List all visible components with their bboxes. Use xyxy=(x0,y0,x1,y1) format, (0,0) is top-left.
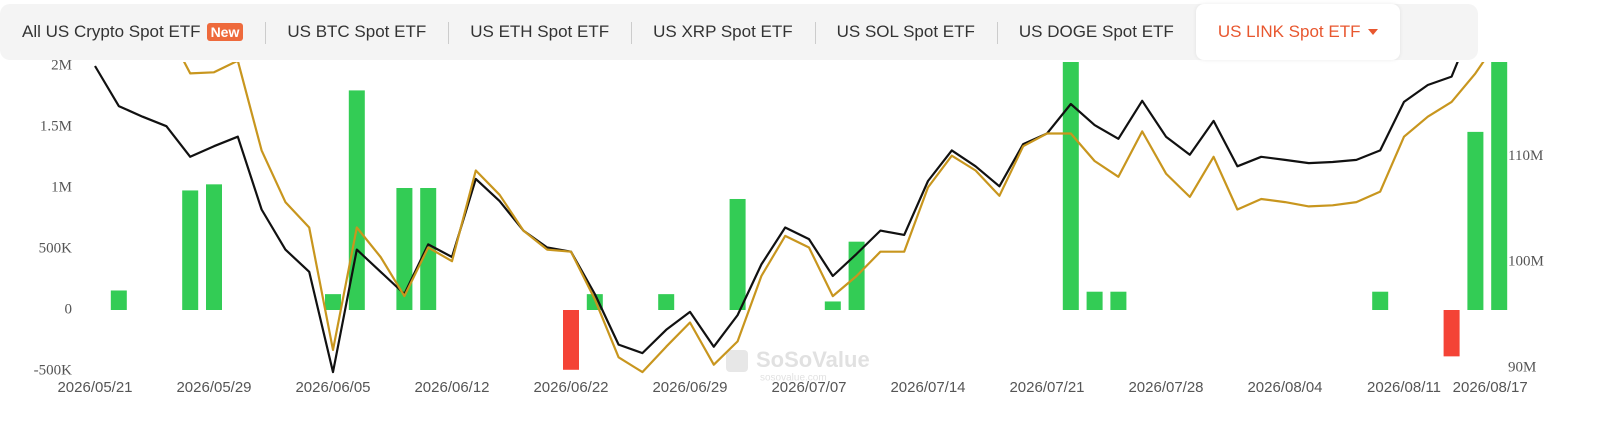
x-tick-label: 2026/07/14 xyxy=(890,379,965,396)
x-tick-label: 2026/07/28 xyxy=(1128,379,1203,396)
watermark-text: SoSoValue xyxy=(756,347,870,372)
axes: -500K 0 500K 1M 1.5M 2M 90M 100M 110M 2026/05/21 2… xyxy=(34,57,1544,396)
x-tick-label: 2026/05/29 xyxy=(176,379,251,396)
watermark-sub: sosovalue.com xyxy=(760,373,827,384)
x-tick-label: 2026/08/04 xyxy=(1247,379,1322,396)
x-tick-label: 2026/06/05 xyxy=(295,379,370,396)
tab[interactable]: US LINK Spot ETF xyxy=(1195,4,1401,60)
bar xyxy=(348,90,365,311)
bar xyxy=(1491,62,1508,311)
y-tick-label: 0 xyxy=(65,301,73,317)
bar xyxy=(1443,310,1460,357)
x-tick-label: 2026/06/12 xyxy=(414,379,489,396)
y-tick-label: 500K xyxy=(39,240,73,256)
y2-tick-label: 100M xyxy=(1508,254,1544,270)
tab-label: US ETH Spot ETF xyxy=(470,22,610,41)
bar xyxy=(110,290,127,310)
tab-label: US XRP Spot ETF xyxy=(653,22,793,41)
bar xyxy=(824,301,841,310)
line xyxy=(182,62,1485,374)
line xyxy=(94,62,1459,374)
y-tick-label: -500K xyxy=(34,362,72,378)
bar xyxy=(658,294,675,310)
bar xyxy=(1110,291,1127,310)
x-tick-label: 2026/05/21 xyxy=(57,379,132,396)
tab[interactable]: US XRP Spot ETF xyxy=(631,4,815,60)
y2-tick-label: 90M xyxy=(1508,359,1536,375)
plot xyxy=(94,62,1508,374)
dropdown-caret xyxy=(1368,29,1379,35)
x-tick-label: 2026/06/29 xyxy=(652,379,727,396)
tab[interactable]: US SOL Spot ETF xyxy=(814,4,997,60)
tab-label: US LINK Spot ETF xyxy=(1217,22,1361,41)
bar xyxy=(325,294,341,310)
x-tick-label: 2026/07/07 xyxy=(771,379,846,396)
tab[interactable]: US BTC Spot ETF xyxy=(265,4,448,60)
tab-label: US SOL Spot ETF xyxy=(836,22,975,41)
bar xyxy=(1372,291,1389,310)
x-tick-label: 2026/08/11 xyxy=(1367,379,1441,396)
y-tick-label: 2M xyxy=(51,57,72,73)
new-badge: New xyxy=(206,23,244,41)
tab-label: US BTC Spot ETF xyxy=(287,22,427,41)
y-tick-label: 1.5M xyxy=(40,118,72,134)
bar xyxy=(1467,131,1484,310)
bar xyxy=(1062,62,1079,311)
tab-bar: All US Crypto Spot ETF New US BTC Spot ETF… xyxy=(0,4,1478,60)
bar xyxy=(1086,291,1103,310)
tab[interactable]: US DOGE Spot ETF xyxy=(996,4,1196,60)
watermark-icon xyxy=(726,350,748,372)
y-tick-label: 1M xyxy=(51,179,72,195)
bar xyxy=(182,190,199,310)
bar xyxy=(396,188,413,310)
x-tick-label: 2026/07/21 xyxy=(1009,379,1084,396)
y2-tick-label: 110M xyxy=(1508,148,1543,164)
tab-label: All US Crypto Spot ETF xyxy=(22,22,201,41)
tab[interactable]: All US Crypto Spot ETF New xyxy=(0,4,265,60)
x-tick-label: 2026/08/17 xyxy=(1453,379,1528,396)
x-tick-label: 2026/06/22 xyxy=(533,379,608,396)
tab[interactable]: US ETH Spot ETF xyxy=(448,4,631,60)
bar xyxy=(729,198,746,310)
tab-label: US DOGE Spot ETF xyxy=(1018,22,1174,41)
bar xyxy=(206,184,222,310)
bar xyxy=(563,310,579,370)
watermark: SoSoValue sosovalue.com xyxy=(726,347,870,384)
